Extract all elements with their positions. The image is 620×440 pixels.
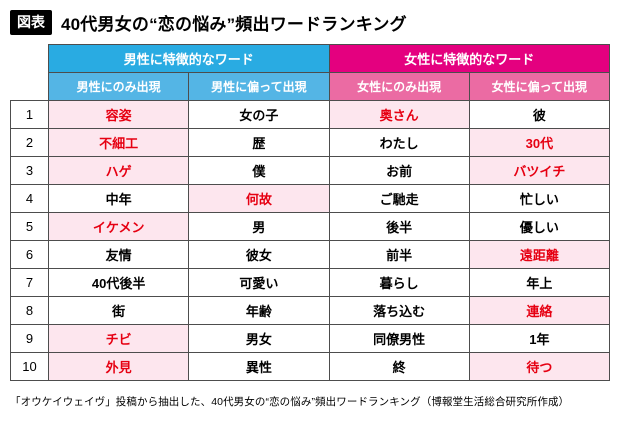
word-cell: 異性 [188,352,330,381]
rank-cell: 1 [9,100,50,129]
word-cell: 1年 [468,324,611,353]
word-cell: イケメン [48,212,190,241]
word-cell: 可愛い [188,268,330,297]
word-cell: 待つ [468,352,611,381]
rank-cell: 6 [9,240,50,269]
word-cell: 男 [188,212,330,241]
column-header-female-skewed: 女性に偏って出現 [468,72,611,101]
rank-cell: 4 [9,184,50,213]
rank-cell: 5 [9,212,50,241]
rank-cell: 2 [9,128,50,157]
rank-cell: 3 [9,156,50,185]
word-cell: 遠距離 [468,240,611,269]
word-cell: 友情 [48,240,190,269]
word-cell: 彼 [468,100,611,129]
word-cell: 年齢 [188,296,330,325]
word-cell: 中年 [48,184,190,213]
word-cell: 容姿 [48,100,190,129]
table-row: 8 街 年齢 落ち込む 連絡 [9,296,611,325]
page-title: 40代男女の“恋の悩み”頻出ワードランキング [61,15,407,34]
word-cell: 同僚男性 [328,324,470,353]
table-row: 9 チビ 男女 同僚男性 1年 [9,324,611,353]
word-cell: 街 [48,296,190,325]
female-group-header: 女性に特徴的なワード [328,44,610,73]
rank-cell: 7 [9,268,50,297]
word-cell: 歴 [188,128,330,157]
word-cell: 年上 [468,268,611,297]
word-cell: 暮らし [328,268,470,297]
table-row: 10 外見 異性 終 待つ [9,352,611,381]
corner-cell [10,44,49,101]
word-cell: 奥さん [328,100,470,129]
column-header-row: 男性にのみ出現 男性に偏って出現 女性にのみ出現 女性に偏って出現 [11,72,611,101]
word-cell: 連絡 [468,296,611,325]
word-cell: わたし [328,128,470,157]
table-row: 1 容姿 女の子 奥さん 彼 [9,100,611,129]
table-row: 2 不細工 歴 わたし 30代 [9,128,611,157]
figure-header: 図表 40代男女の“恋の悩み”頻出ワードランキング [10,10,610,35]
word-cell: 女の子 [188,100,330,129]
table-row: 5 イケメン 男 後半 優しい [9,212,611,241]
word-cell: お前 [328,156,470,185]
word-cell: 僕 [188,156,330,185]
male-group-header: 男性に特徴的なワード [48,44,330,73]
column-header-male-only: 男性にのみ出現 [48,72,190,101]
word-cell: 後半 [328,212,470,241]
rank-cell: 8 [9,296,50,325]
word-cell: 落ち込む [328,296,470,325]
group-header-row: 男性に特徴的なワード 女性に特徴的なワード [10,44,610,101]
table-row: 3 ハゲ 僕 お前 バツイチ [9,156,611,185]
table-row: 4 中年 何故 ご馳走 忙しい [9,184,611,213]
word-cell: 彼女 [188,240,330,269]
figure-badge: 図表 [10,10,52,35]
word-cell: 40代後半 [48,268,190,297]
word-cell: 不細工 [48,128,190,157]
column-header-male-skewed: 男性に偏って出現 [188,72,330,101]
rank-cell: 10 [9,352,50,381]
word-cell: ご馳走 [328,184,470,213]
column-header-female-only: 女性にのみ出現 [328,72,470,101]
word-cell: 終 [328,352,470,381]
word-cell: 優しい [468,212,611,241]
word-cell: ハゲ [48,156,190,185]
word-cell: 前半 [328,240,470,269]
table-row: 7 40代後半 可愛い 暮らし 年上 [9,268,611,297]
word-cell: 男女 [188,324,330,353]
rank-cell: 9 [9,324,50,353]
ranking-table: 男性に特徴的なワード 女性に特徴的なワード 男性にのみ出現 男性に偏って出現 女… [9,44,611,381]
word-cell: チビ [48,324,190,353]
word-cell: 忙しい [468,184,611,213]
word-cell: 30代 [468,128,611,157]
word-cell: バツイチ [468,156,611,185]
word-cell: 何故 [188,184,330,213]
word-cell: 外見 [48,352,190,381]
source-caption: 「オウケイウェイヴ」投稿から抽出した、40代男女の“恋の悩み”頻出ワードランキン… [10,396,570,408]
table-row: 6 友情 彼女 前半 遠距離 [9,240,611,269]
